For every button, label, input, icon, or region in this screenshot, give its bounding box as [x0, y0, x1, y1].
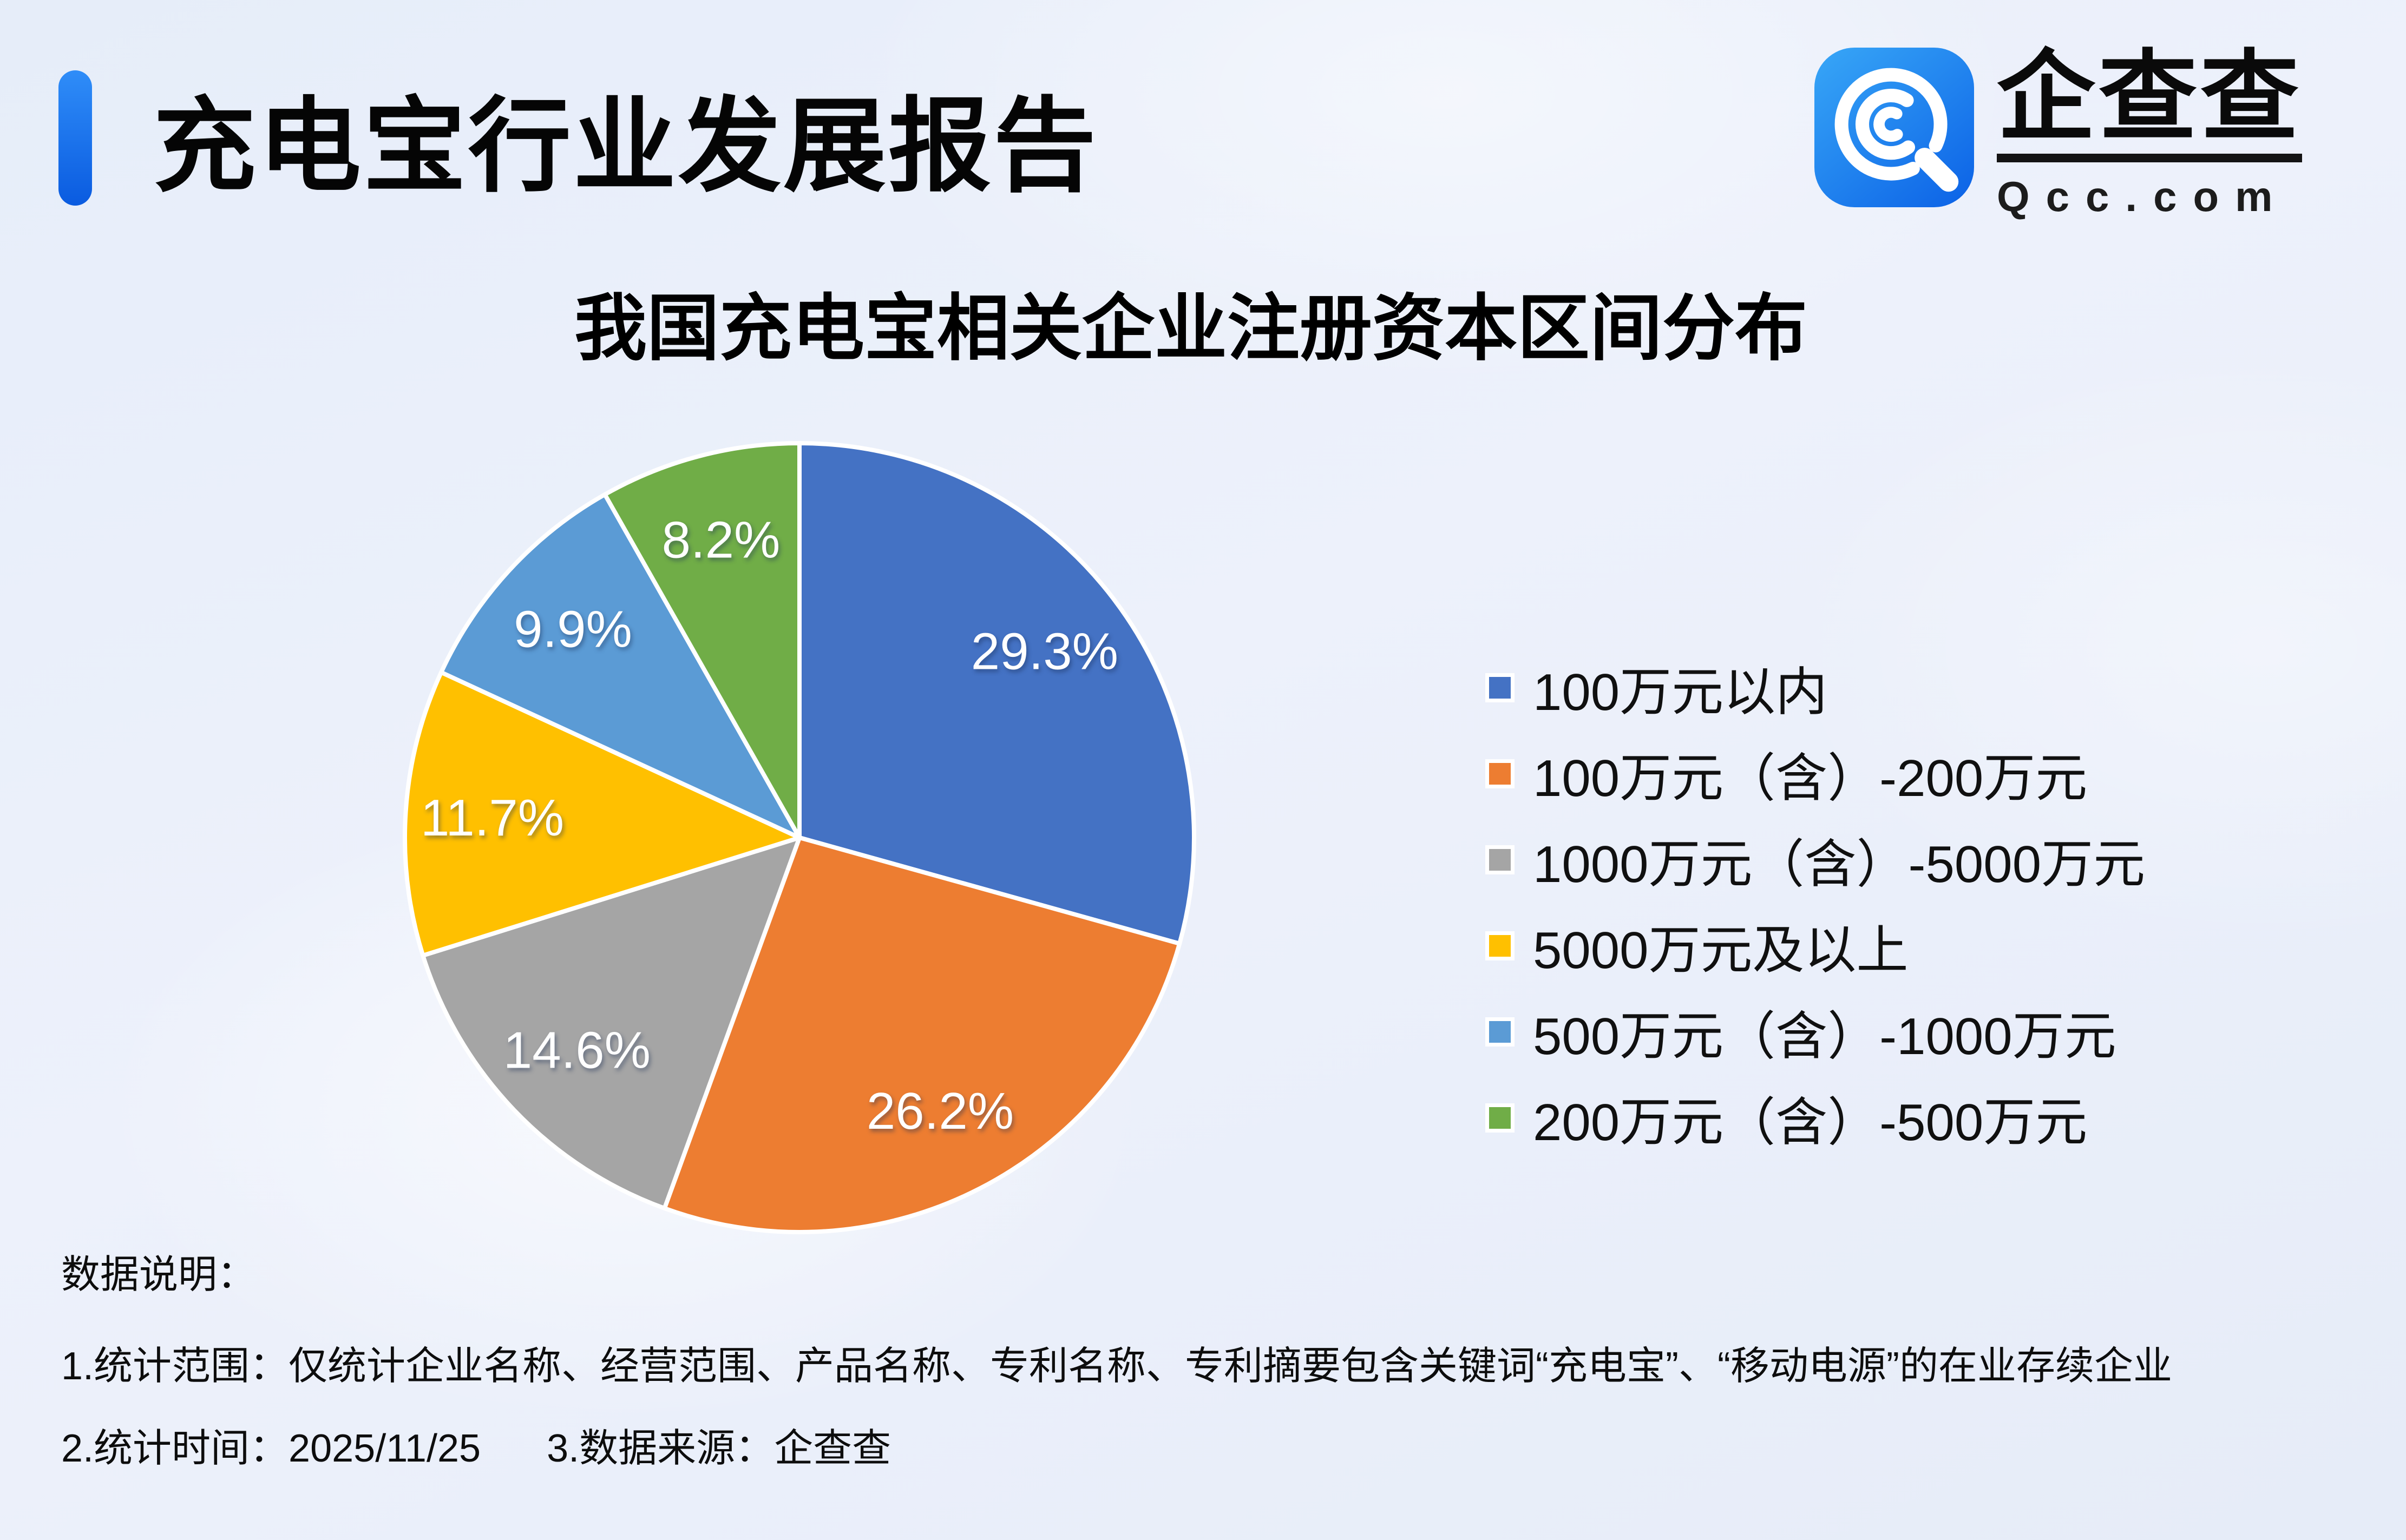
- data-notes: 数据说明： 1.统计范围：仅统计企业名称、经营范围、产品名称、专利名称、专利摘要…: [61, 1242, 2307, 1473]
- legend-label-1: 100万元（含）-200万元: [1533, 749, 2088, 807]
- chart-title: 我国充电宝相关企业注册资本区间分布: [574, 288, 1807, 369]
- legend-label-0: 100万元以内: [1533, 663, 1828, 721]
- legend-swatch-3: [1485, 931, 1515, 960]
- qcc-logo-text: 企查查 Qcc.com: [1997, 48, 2302, 221]
- report-title: 充电宝行业发展报告: [153, 89, 1099, 204]
- notes-heading: 数据说明：: [61, 1253, 257, 1297]
- pie-slice-1: [662, 835, 1182, 1234]
- legend-swatch-4: [1485, 1017, 1515, 1047]
- slice-label-0: 29.3%: [971, 623, 1118, 681]
- slice-label-1: 26.2%: [867, 1082, 1014, 1140]
- qcc-domain: Qcc.com: [1997, 173, 2289, 220]
- legend-item-2: 1000万元（含）-5000万元: [1485, 817, 2145, 903]
- pie-chart: 29.3% 26.2% 14.6% 11.7% 9.9% 8.2%: [403, 441, 1196, 1234]
- legend-label-5: 200万元（含）-500万元: [1533, 1094, 2088, 1151]
- slice-label-5: 8.2%: [662, 511, 781, 569]
- qcc-brand-name: 企查查: [1997, 48, 2302, 162]
- legend-item-5: 200万元（含）-500万元: [1485, 1075, 2145, 1161]
- legend-swatch-5: [1485, 1103, 1515, 1133]
- slice-label-3: 11.7%: [421, 789, 564, 847]
- pie-slice-5: [602, 441, 802, 840]
- pie-slice-4: [439, 492, 802, 840]
- pie-slice-3: [403, 670, 802, 958]
- legend-label-4: 500万元（含）-1000万元: [1533, 1008, 2116, 1065]
- legend-swatch-2: [1485, 845, 1515, 874]
- pie-slice-0: [797, 441, 1196, 946]
- legend-swatch-0: [1485, 673, 1515, 702]
- legend-item-0: 100万元以内: [1485, 644, 2145, 730]
- legend-label-3: 5000万元及以上: [1533, 922, 1909, 979]
- legend-label-2: 1000万元（含）-5000万元: [1533, 835, 2146, 893]
- slice-label-4: 9.9%: [514, 601, 632, 659]
- legend-swatch-1: [1485, 759, 1515, 788]
- legend-item-1: 100万元（含）-200万元: [1485, 730, 2145, 817]
- chart-legend: 100万元以内 100万元（含）-200万元 1000万元（含）-5000万元 500…: [1485, 644, 2145, 1161]
- pie-slice-2: [421, 835, 802, 1211]
- legend-item-4: 500万元（含）-1000万元: [1485, 989, 2145, 1075]
- title-accent-bar: [58, 70, 92, 206]
- legend-item-3: 5000万元及以上: [1485, 903, 2145, 989]
- notes-meta: 2.统计时间：2025/11/25 3.数据来源：企查查: [61, 1416, 2307, 1473]
- notes-scope: 1.统计范围：仅统计企业名称、经营范围、产品名称、专利名称、专利摘要包含关键词“…: [61, 1345, 2172, 1388]
- notes-time: 2.统计时间：2025/11/25: [61, 1427, 481, 1470]
- qcc-logo-icon: [1814, 48, 1974, 207]
- qcc-logo: 企查查 Qcc.com: [1814, 48, 2302, 221]
- notes-source: 3.数据来源：企查查: [547, 1427, 891, 1470]
- slice-label-2: 14.6%: [503, 1021, 651, 1079]
